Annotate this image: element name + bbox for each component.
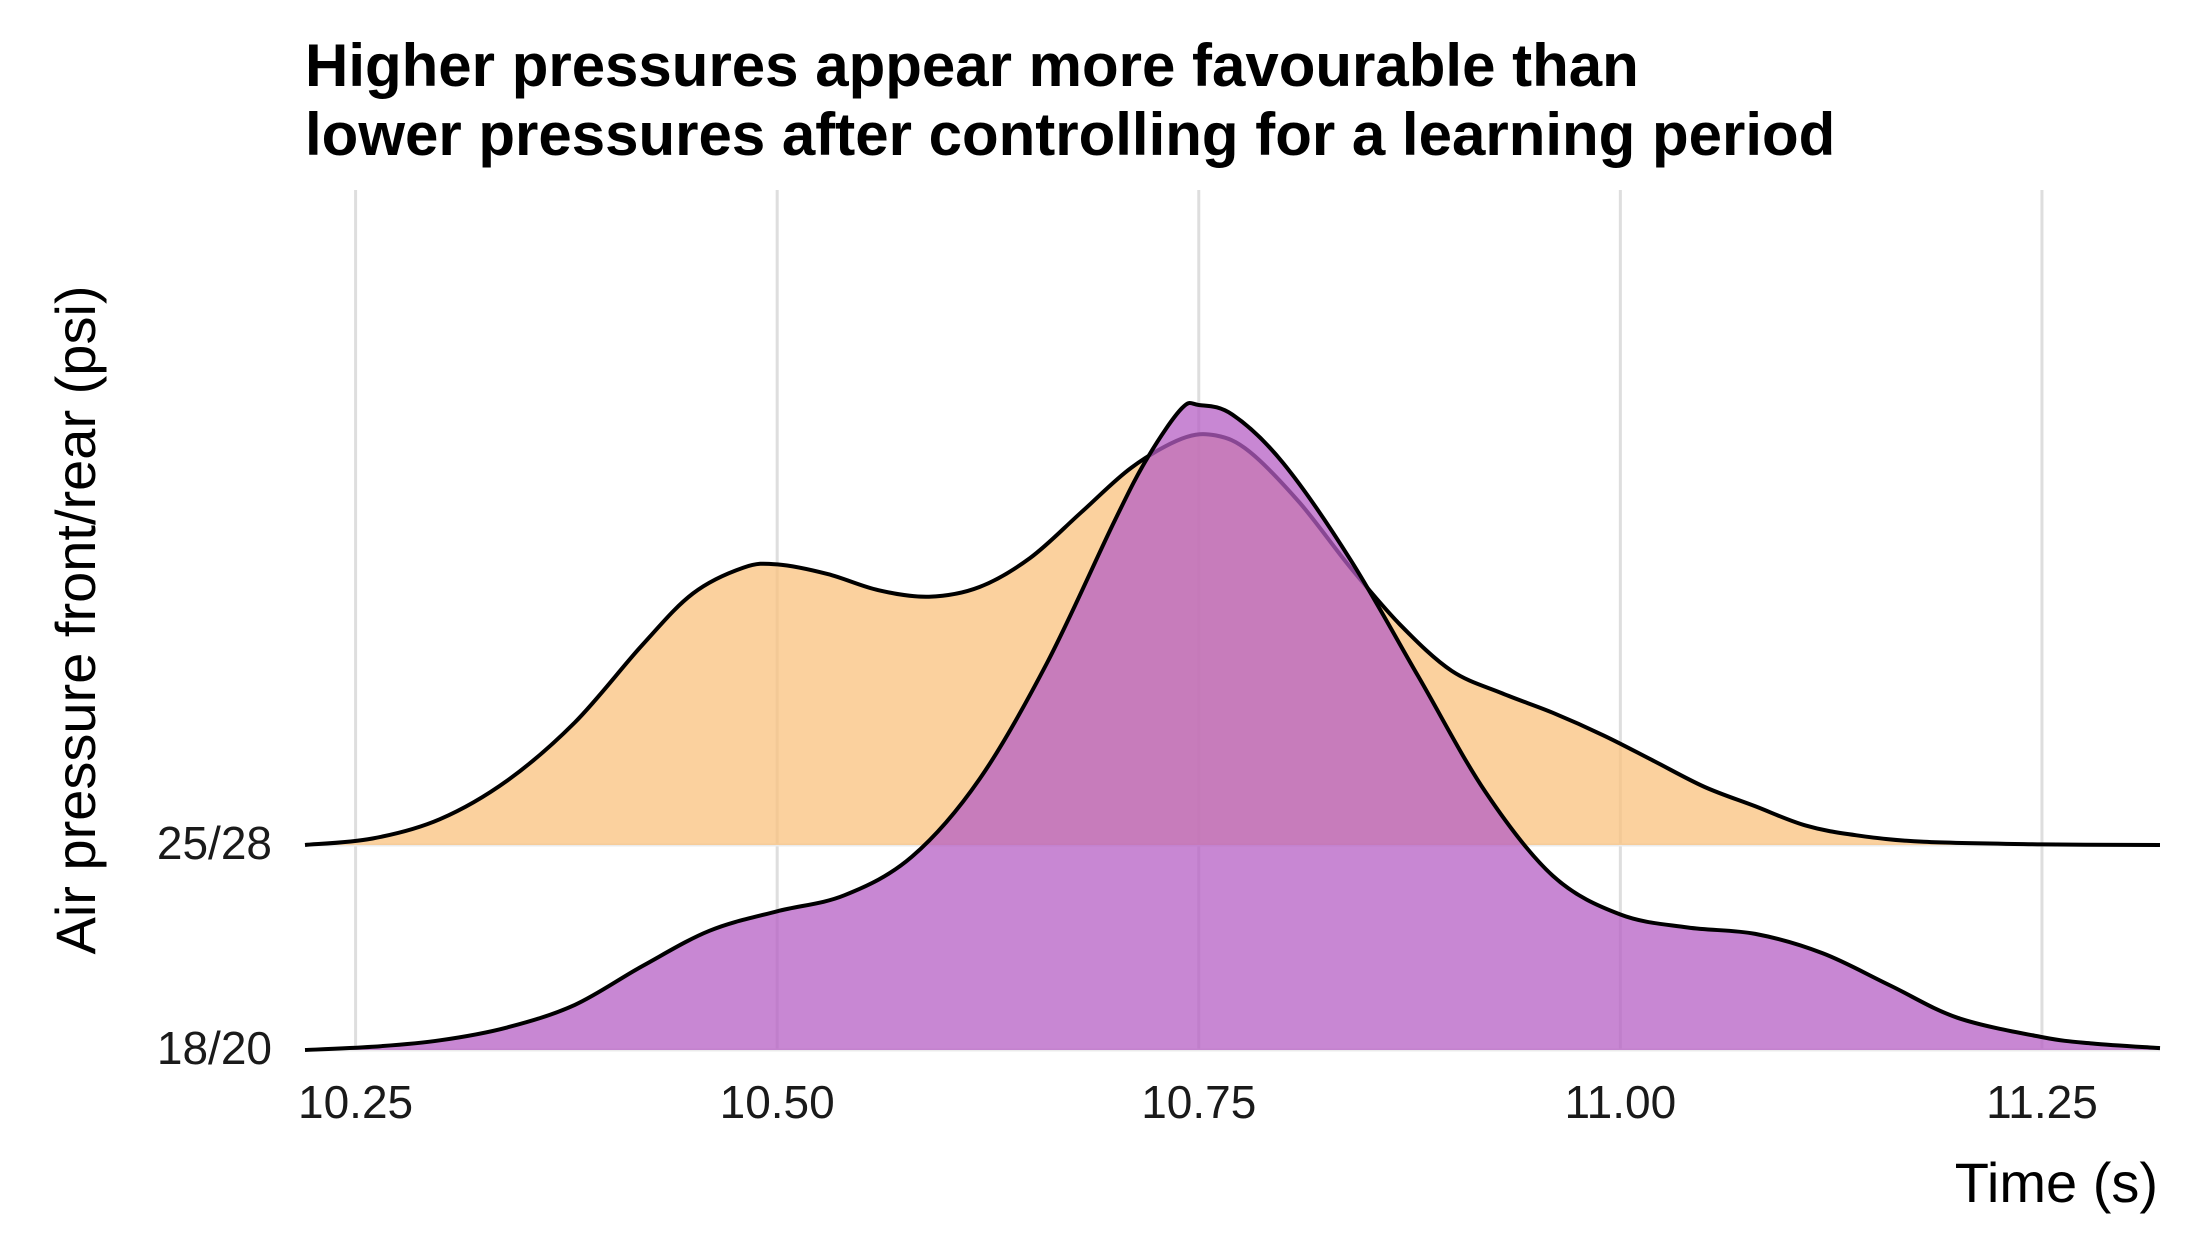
- ridge-area: [305, 402, 2160, 1050]
- chart-title-line-2: lower pressures after controlling for a …: [305, 101, 1835, 168]
- chart-title-line-1: Higher pressures appear more favourable …: [305, 32, 1639, 99]
- x-tick-label: 10.50: [720, 1076, 835, 1128]
- x-tick-label: 11.00: [1565, 1076, 1677, 1128]
- x-axis-tick-labels: 10.25 10.50 10.75 11.00 11.25: [298, 1076, 2098, 1128]
- ridges: [304, 400, 2161, 1052]
- y-axis-title: Air pressure front/rear (psi): [44, 285, 107, 954]
- y-tick-label: 18/20: [157, 1022, 272, 1074]
- x-tick-label: 10.25: [298, 1076, 413, 1128]
- x-tick-label: 11.25: [1986, 1076, 2098, 1128]
- x-tick-label: 10.75: [1141, 1076, 1256, 1128]
- x-axis-title: Time (s): [1955, 1151, 2158, 1214]
- y-tick-label: 25/28: [157, 817, 272, 869]
- y-axis-tick-labels: 18/20 25/28: [157, 817, 272, 1074]
- ridge-outline: [304, 400, 2161, 1052]
- chart-title: Higher pressures appear more favourable …: [305, 32, 1835, 168]
- ridge-18-20: [304, 400, 2161, 1052]
